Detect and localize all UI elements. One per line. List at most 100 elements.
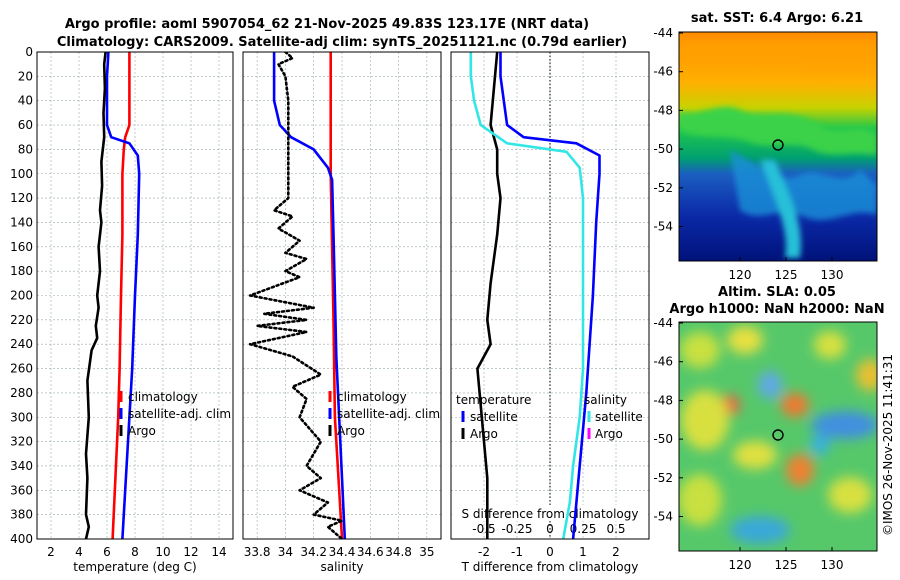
s-diff-axis-label: S difference from climatology: [462, 507, 639, 521]
x-tick-label: 0: [546, 545, 554, 559]
argo-location-marker: [772, 139, 784, 151]
map-y-tick-label: -48: [653, 393, 673, 407]
map-x-tick-label: 130: [821, 558, 844, 572]
x-tick-label: 34.4: [329, 545, 356, 559]
map-x-tick-label: 125: [775, 268, 798, 282]
depth-tick-label: 240: [10, 337, 33, 351]
depth-tick-label: 320: [10, 435, 33, 449]
x-tick-label: 12: [183, 545, 198, 559]
map-y-tick-label: -44: [653, 316, 673, 330]
legend-label: satellite: [470, 410, 518, 424]
depth-tick-label: 120: [10, 191, 33, 205]
x-tick-label: 6: [103, 545, 111, 559]
legend-label: Argo: [470, 427, 498, 441]
plot-frame: [450, 51, 650, 540]
depth-tick-label: 300: [10, 410, 33, 424]
series-satellite-adj-clim: [272, 52, 347, 539]
depth-tick-label: 280: [10, 386, 33, 400]
map-y-tick-label: -54: [653, 220, 673, 234]
s-diff-tick-label: 0.5: [606, 522, 625, 536]
series-argo: [84, 52, 107, 539]
depth-tick-label: 220: [10, 313, 33, 327]
depth-tick-label: 360: [10, 483, 33, 497]
legend-label: climatology: [128, 390, 198, 404]
x-tick-label: 1: [579, 545, 587, 559]
x-axis-label: salinity: [320, 560, 363, 574]
map-x-tick-label: 130: [821, 268, 844, 282]
x-tick-label: 34.8: [385, 545, 412, 559]
depth-tick-label: 200: [10, 289, 33, 303]
sla-map-title-1: Altim. SLA: 0.05: [718, 285, 836, 300]
sst-map: sat. SST: 6.4 Argo: 6.21 -44 -46 -48 -50 -52…: [653, 11, 878, 282]
depth-tick-label: 260: [10, 362, 33, 376]
depth-tick-label: 100: [10, 167, 33, 181]
depth-tick-label: 340: [10, 459, 33, 473]
legend-label: satellite-adj. clim: [337, 407, 440, 421]
legend-label: Argo: [337, 424, 365, 438]
argo-location-marker: [772, 429, 784, 441]
sla-map-title-2: Argo h1000: NaN h2000: NaN: [669, 302, 884, 317]
legend-title-temperature: temperature: [456, 393, 531, 407]
legend-label: satellite: [595, 410, 643, 424]
x-axis-label: T difference from climatology: [461, 560, 639, 574]
depth-tick-label: 160: [10, 240, 33, 254]
depth-tick-label: 0: [25, 45, 33, 59]
salinity-plot: 33.8 34 34.2 34.4 34.6 34.8 35 salinity climatol…: [242, 51, 442, 574]
map-y-tick-label: -52: [653, 181, 673, 195]
map-x-tick-label: 125: [775, 558, 798, 572]
map-y-tick-label: -52: [653, 471, 673, 485]
x-tick-label: 34.2: [300, 545, 327, 559]
x-axis-label: temperature (deg C): [73, 560, 196, 574]
x-tick-label: 34.6: [357, 545, 384, 559]
s-diff-label-bg: [452, 505, 648, 521]
x-tick-label: 10: [155, 545, 170, 559]
x-tick-label: 35: [419, 545, 434, 559]
difference-plot: -2 -1 0 1 2 -0.5 -0.25 0 0.25 0.5S difference fro…: [450, 51, 650, 574]
map-x-tick-label: 120: [729, 268, 752, 282]
imos-credit: ©IMOS 26-Nov-2025 11:41:31: [881, 354, 895, 536]
map-x-tick-label: 120: [729, 558, 752, 572]
legend-label: satellite-adj. clim: [128, 407, 231, 421]
series-satellite-adj-clim: [105, 52, 141, 539]
map-y-tick-label: -54: [653, 510, 673, 524]
depth-tick-label: 380: [10, 508, 33, 522]
plot-frame: [36, 51, 234, 540]
s-diff-tick-label: 0.25: [570, 522, 597, 536]
series-t-argo: [476, 52, 502, 539]
x-tick-label: 33.8: [244, 545, 271, 559]
title-line-2: Climatology: CARS2009. Satellite-adj cli…: [57, 35, 627, 50]
title-line-1: Argo profile: aoml 5907054_62 21-Nov-202…: [65, 17, 589, 32]
legend-label: Argo: [128, 424, 156, 438]
depth-tick-label: 60: [18, 118, 33, 132]
map-y-tick-label: -48: [653, 103, 673, 117]
series-s-satellite: [469, 52, 585, 539]
map-y-tick-label: -46: [653, 65, 673, 79]
plot-frame: [242, 51, 442, 540]
map-y-tick-label: -50: [653, 142, 673, 156]
legend-label: climatology: [337, 390, 407, 404]
sla-map: Altim. SLA: 0.05 Argo h1000: NaN h2000: …: [653, 285, 884, 572]
x-tick-label: -2: [478, 545, 490, 559]
x-tick-label: 34: [278, 545, 293, 559]
legend-title-salinity: salinity: [584, 393, 627, 407]
series-t-satellite: [499, 52, 601, 539]
x-tick-label: 4: [75, 545, 83, 559]
depth-tick-label: 180: [10, 264, 33, 278]
x-tick-label: -1: [511, 545, 523, 559]
depth-tick-label: 400: [10, 532, 33, 546]
map-y-tick-label: -50: [653, 432, 673, 446]
depth-tick-label: 40: [18, 94, 33, 108]
depth-tick-label: 140: [10, 215, 33, 229]
temperature-plot: 0 20 40 60 80 100 120 140 160 180 200 220 240 260 280 3…: [10, 45, 234, 574]
x-tick-label: 14: [211, 545, 226, 559]
sst-map-title: sat. SST: 6.4 Argo: 6.21: [691, 11, 863, 26]
series-climatology: [111, 52, 131, 539]
map-y-tick-label: -44: [653, 26, 673, 40]
series-argo: [248, 52, 344, 539]
depth-tick-label: 80: [18, 142, 33, 156]
legend-label: Argo: [595, 427, 623, 441]
x-tick-label: 8: [131, 545, 139, 559]
depth-tick-label: 20: [18, 69, 33, 83]
s-diff-tick-label: 0: [546, 522, 554, 536]
